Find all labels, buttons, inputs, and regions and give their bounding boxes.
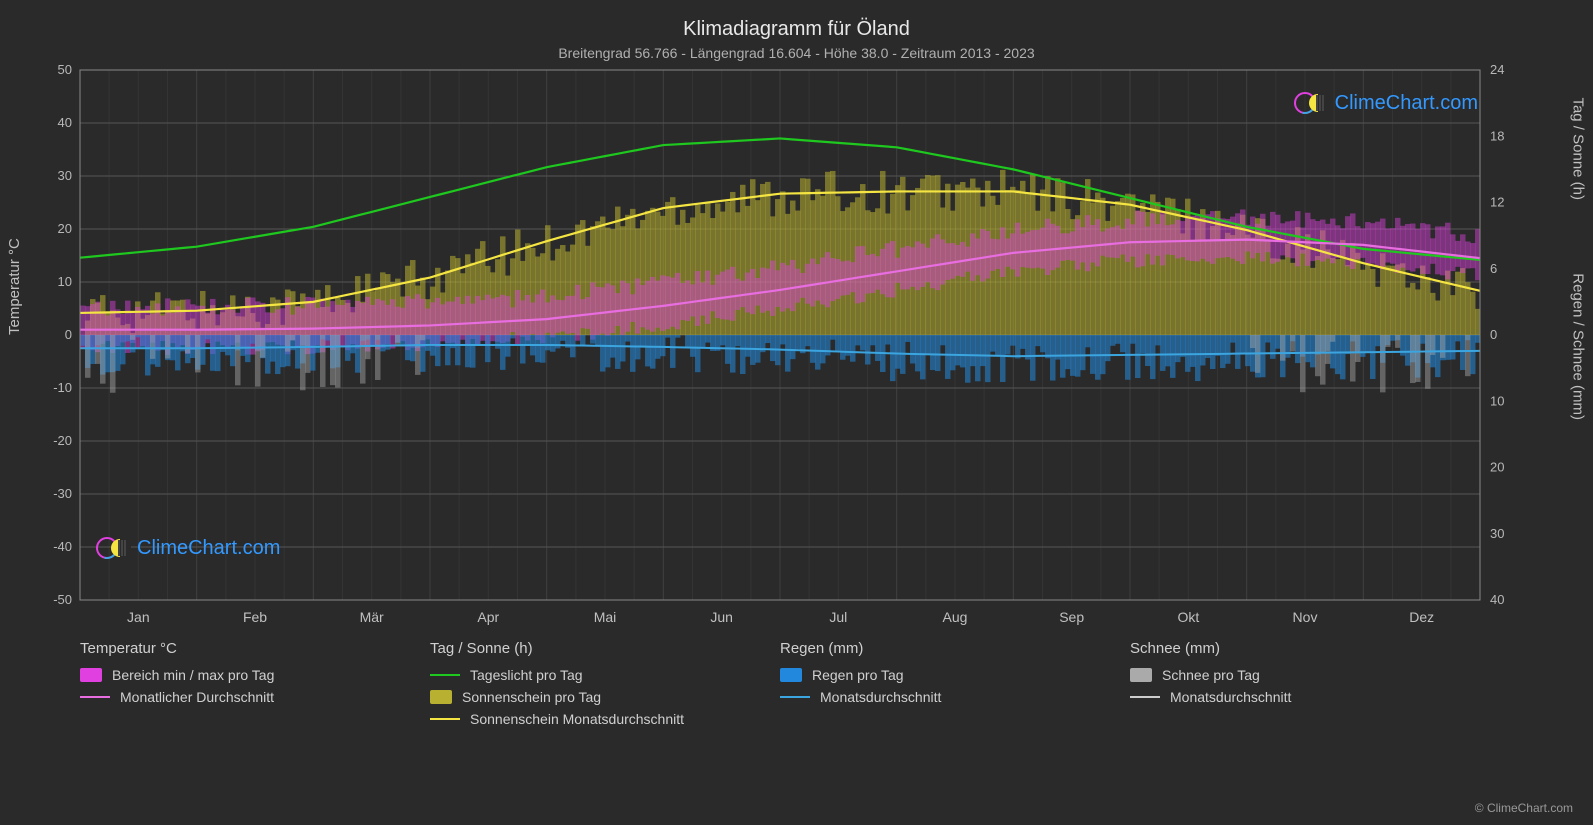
plot-svg: -50-40-30-20-100102030405006121824102030… [80,70,1480,600]
legend-swatch-icon [780,668,802,682]
svg-text:30: 30 [1490,526,1504,541]
legend-item: Regen pro Tag [780,667,1130,683]
svg-text:Sep: Sep [1059,609,1084,625]
svg-text:Jun: Jun [710,609,733,625]
legend-item-label: Monatlicher Durchschnitt [120,689,274,705]
svg-text:Dez: Dez [1409,609,1434,625]
svg-text:12: 12 [1490,195,1504,210]
legend-item: Tageslicht pro Tag [430,667,780,683]
svg-text:18: 18 [1490,128,1504,143]
svg-text:Nov: Nov [1293,609,1318,625]
svg-text:Feb: Feb [243,609,267,625]
legend-item-label: Monatsdurchschnitt [820,689,941,705]
legend-item-label: Schnee pro Tag [1162,667,1260,683]
watermark-bottom: ClimeChart.com [95,535,280,561]
chart-title: Klimadiagramm für Öland [0,0,1593,41]
legend-swatch-icon [1130,668,1152,682]
watermark-top: ClimeChart.com [1293,90,1478,116]
svg-text:20: 20 [1490,460,1504,475]
legend-header: Schnee (mm) [1130,640,1480,657]
chart-subtitle: Breitengrad 56.766 - Längengrad 16.604 -… [0,45,1593,61]
y-axis-left-label: Temperatur °C [6,238,23,335]
svg-text:10: 10 [58,274,72,289]
legend-header: Temperatur °C [80,640,430,657]
svg-text:20: 20 [58,221,72,236]
svg-text:Aug: Aug [943,609,968,625]
svg-text:Jan: Jan [127,609,150,625]
legend-col-sun: Tag / Sonne (h) Tageslicht pro Tag Sonnen… [430,640,780,733]
legend-line-icon [80,696,110,698]
svg-text:24: 24 [1490,62,1504,77]
legend-col-snow: Schnee (mm) Schnee pro Tag Monatsdurchsch… [1130,640,1480,733]
svg-text:6: 6 [1490,261,1497,276]
svg-text:Jul: Jul [829,609,847,625]
legend-col-rain: Regen (mm) Regen pro Tag Monatsdurchschni… [780,640,1130,733]
legend-item-label: Sonnenschein Monatsdurchschnitt [470,711,684,727]
legend-item: Monatlicher Durchschnitt [80,689,430,705]
legend-item: Monatsdurchschnitt [1130,689,1480,705]
y-axis-right-bottom-label: Regen / Schnee (mm) [1570,273,1587,420]
legend-header: Tag / Sonne (h) [430,640,780,657]
watermark-text: ClimeChart.com [1335,92,1478,115]
svg-text:-30: -30 [53,486,72,501]
legend-swatch-icon [430,690,452,704]
legend-item: Sonnenschein pro Tag [430,689,780,705]
legend: Temperatur °C Bereich min / max pro Tag M… [80,640,1480,733]
legend-col-temperature: Temperatur °C Bereich min / max pro Tag M… [80,640,430,733]
legend-item-label: Bereich min / max pro Tag [112,667,274,683]
legend-item-label: Tageslicht pro Tag [470,667,583,683]
svg-text:40: 40 [1490,592,1504,607]
svg-text:0: 0 [65,327,72,342]
legend-line-icon [430,674,460,676]
legend-item: Sonnenschein Monatsdurchschnitt [430,711,780,727]
legend-item: Schnee pro Tag [1130,667,1480,683]
svg-text:0: 0 [1490,327,1497,342]
svg-text:Okt: Okt [1177,609,1199,625]
svg-text:Mai: Mai [594,609,617,625]
legend-line-icon [430,718,460,720]
legend-header: Regen (mm) [780,640,1130,657]
watermark-text: ClimeChart.com [137,537,280,560]
plot-area: -50-40-30-20-100102030405006121824102030… [80,70,1480,600]
svg-text:40: 40 [58,115,72,130]
legend-swatch-icon [80,668,102,682]
svg-text:10: 10 [1490,393,1504,408]
svg-text:-10: -10 [53,380,72,395]
svg-text:Mär: Mär [360,609,384,625]
svg-text:50: 50 [58,62,72,77]
svg-text:-50: -50 [53,592,72,607]
svg-text:Apr: Apr [477,609,499,625]
climate-chart-container: Klimadiagramm für Öland Breitengrad 56.7… [0,0,1593,825]
legend-item-label: Regen pro Tag [812,667,904,683]
legend-item: Bereich min / max pro Tag [80,667,430,683]
legend-line-icon [1130,696,1160,698]
y-axis-right-top-label: Tag / Sonne (h) [1570,97,1587,200]
legend-item-label: Monatsdurchschnitt [1170,689,1291,705]
svg-text:30: 30 [58,168,72,183]
legend-item: Monatsdurchschnitt [780,689,1130,705]
legend-line-icon [780,696,810,698]
svg-text:-20: -20 [53,433,72,448]
svg-text:-40: -40 [53,539,72,554]
copyright: © ClimeChart.com [1475,801,1573,815]
legend-item-label: Sonnenschein pro Tag [462,689,601,705]
